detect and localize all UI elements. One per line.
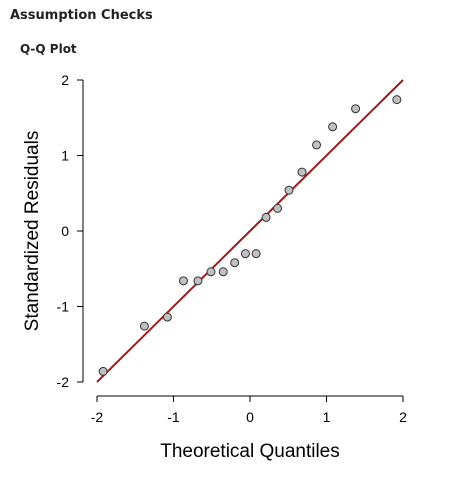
data-point	[178, 276, 188, 286]
data-point	[273, 203, 283, 213]
data-point	[261, 212, 271, 222]
y-axis-title: Standardized Residuals	[22, 131, 43, 332]
y-tick-label: -2	[57, 374, 70, 390]
data-point	[206, 267, 216, 277]
y-tick-label: 1	[61, 148, 69, 164]
data-point	[351, 104, 361, 114]
data-point	[312, 140, 322, 150]
plot-title: Q-Q Plot	[20, 42, 77, 56]
data-point	[251, 249, 261, 259]
data-point	[297, 167, 307, 177]
data-point	[193, 276, 203, 286]
x-tick-label: -1	[167, 409, 180, 425]
data-point	[162, 312, 172, 322]
x-tick-label: 0	[246, 409, 254, 425]
data-point	[98, 366, 108, 376]
data-point	[218, 267, 228, 277]
reference-line	[96, 79, 404, 383]
x-tick-label: -2	[91, 409, 104, 425]
y-tick-label: -1	[57, 299, 70, 315]
section-title: Assumption Checks	[10, 8, 153, 23]
x-axis-title: Theoretical Quantiles	[160, 441, 340, 462]
y-tick-label: 2	[61, 72, 69, 88]
data-point	[139, 321, 149, 331]
data-point	[240, 249, 250, 259]
x-tick-label: 2	[399, 409, 407, 425]
data-point	[328, 122, 338, 132]
data-point	[284, 185, 294, 195]
data-point	[392, 95, 402, 105]
x-tick-label: 1	[323, 409, 331, 425]
points	[98, 95, 402, 376]
data-point	[230, 258, 240, 268]
y-tick-label: 0	[61, 223, 69, 239]
axes: -2 -1 0 1 2 -2 -1 0 1 2	[57, 72, 408, 425]
